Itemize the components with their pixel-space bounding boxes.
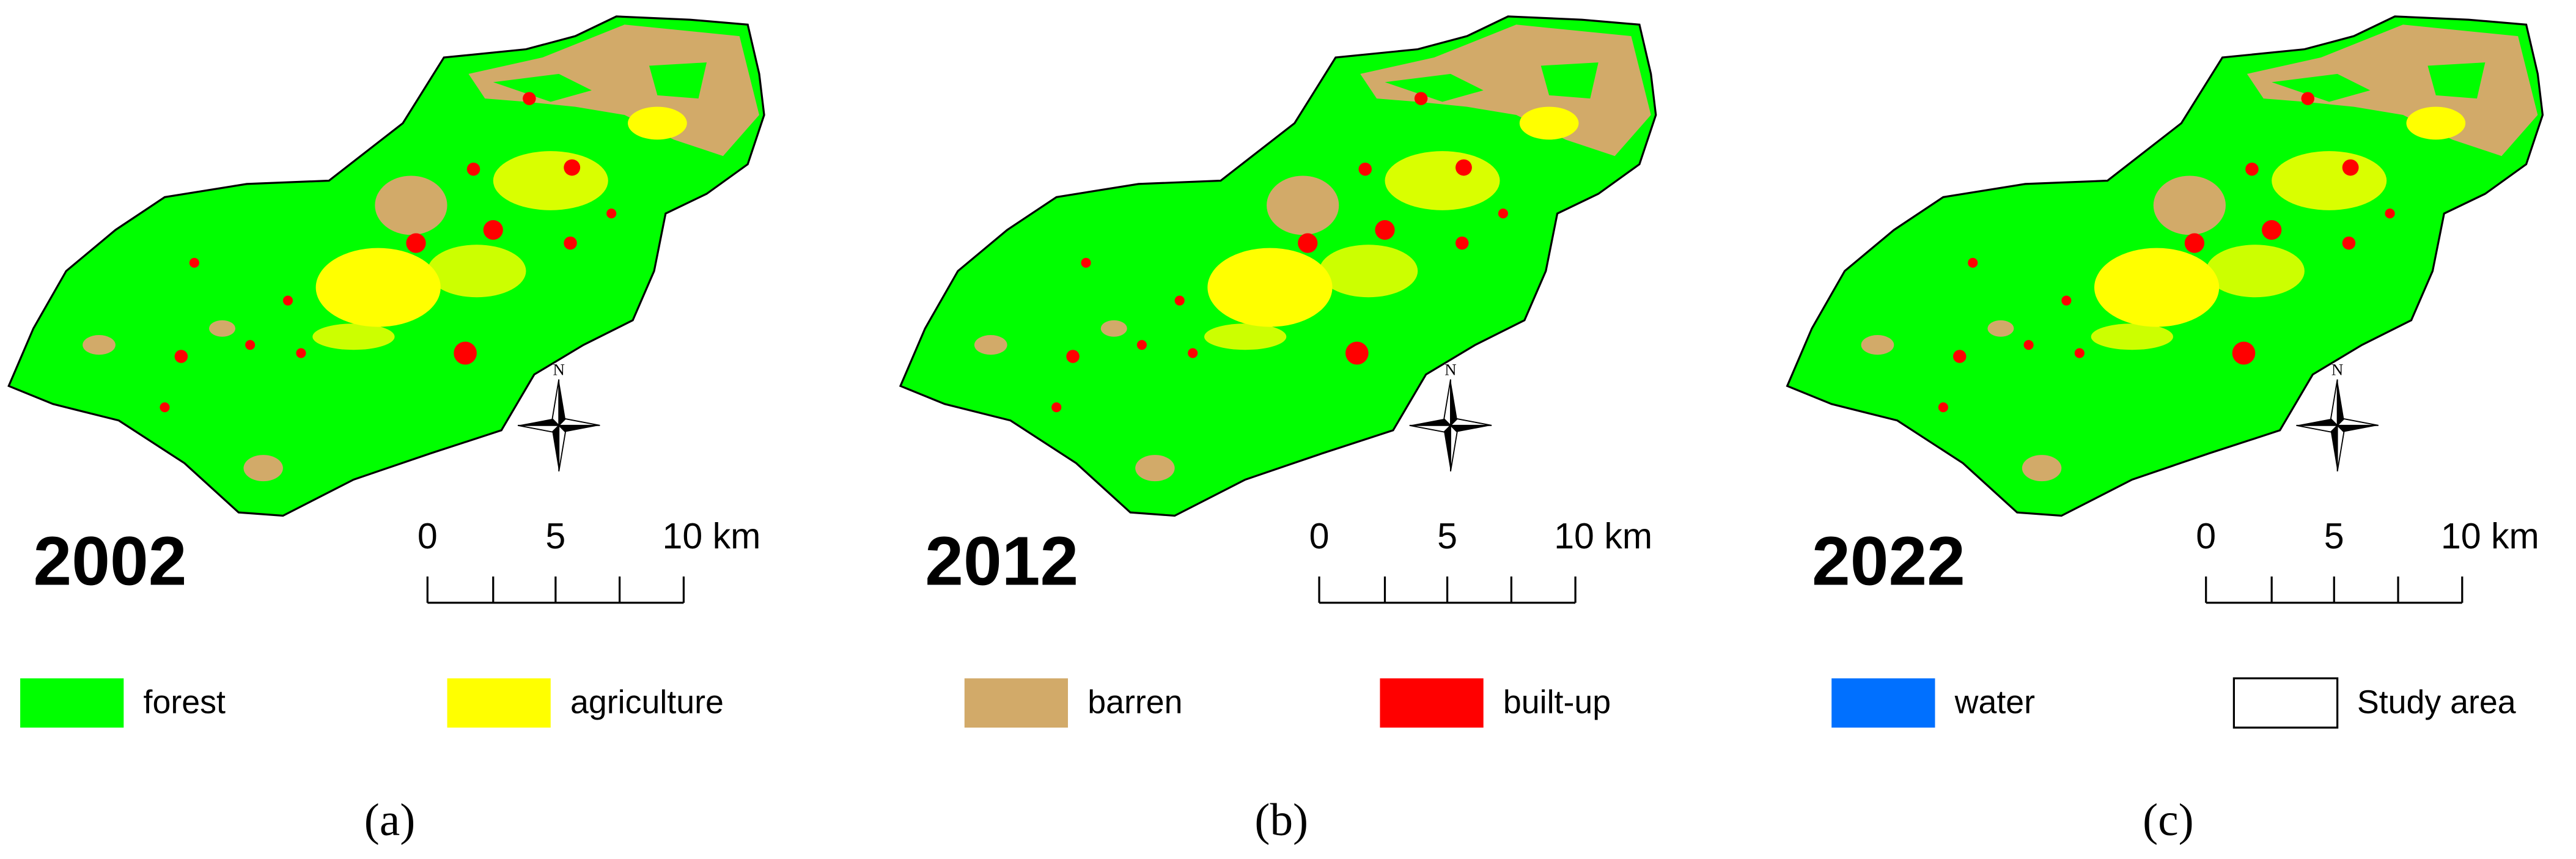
- scale-label: 0: [1309, 515, 1330, 556]
- north-label: N: [1444, 360, 1456, 378]
- legend-label: forest: [144, 684, 226, 721]
- year-label: 2002: [34, 523, 187, 600]
- legend-label: water: [1954, 684, 2035, 721]
- caption: (a): [364, 795, 415, 846]
- map: [1786, 15, 2544, 517]
- scale-label: 10 km: [2441, 515, 2539, 556]
- legend-swatch: [447, 678, 551, 728]
- compass: [1408, 378, 1493, 473]
- north-label: N: [553, 360, 565, 378]
- map: [7, 15, 765, 517]
- map-panel: N 2022 0 5 10 km (c): [1786, 15, 2544, 846]
- legend-label: Study area: [2357, 684, 2516, 721]
- map: [899, 15, 1657, 517]
- scale-label: 0: [2196, 515, 2216, 556]
- year-label: 2012: [925, 523, 1078, 600]
- scale-label: 0: [418, 515, 438, 556]
- legend-label: barren: [1087, 684, 1182, 721]
- compass: [517, 378, 601, 473]
- north-label: N: [2331, 360, 2343, 378]
- scale-label: 10 km: [662, 515, 760, 556]
- scale-label: 5: [2324, 515, 2344, 556]
- compass: [2295, 378, 2380, 473]
- map-panel: N 2002 0 5 10 km (a): [7, 15, 765, 846]
- legend-swatch: [1380, 678, 1484, 728]
- caption: (c): [2143, 795, 2193, 846]
- legend-swatch: [1831, 678, 1935, 728]
- scale-label: 10 km: [1554, 515, 1652, 556]
- scale-label: 5: [1437, 515, 1457, 556]
- legend-label: agriculture: [570, 684, 724, 721]
- legend-swatch: [2232, 677, 2339, 729]
- scale-label: 5: [545, 515, 565, 556]
- legend-label: built-up: [1503, 684, 1611, 721]
- legend-swatch: [964, 678, 1069, 728]
- caption: (b): [1254, 795, 1308, 846]
- legend-swatch: [20, 678, 124, 728]
- map-panel: N 2012 0 5 10 km (b): [899, 15, 1657, 846]
- year-label: 2022: [1812, 523, 1965, 600]
